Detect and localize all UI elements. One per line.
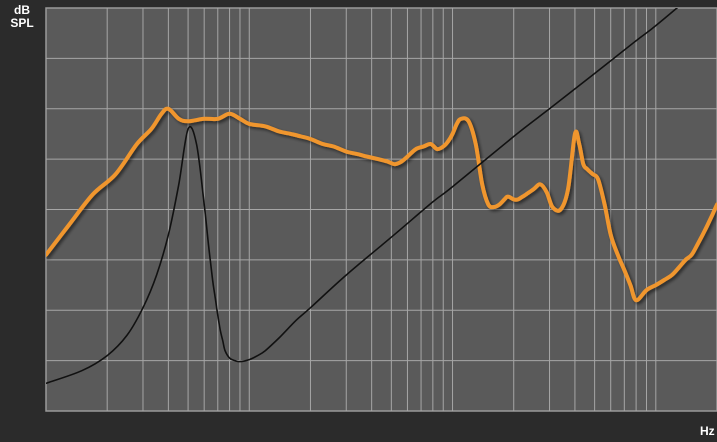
y-axis-unit-line1: dB bbox=[14, 3, 30, 17]
grid bbox=[46, 8, 717, 411]
y-axis-unit-label: dB SPL bbox=[0, 4, 44, 30]
x-axis-unit-label: Hz bbox=[700, 424, 715, 438]
y-axis-unit-line2: SPL bbox=[10, 16, 34, 30]
series-layer bbox=[46, 8, 717, 385]
impedance-curve bbox=[46, 8, 679, 385]
